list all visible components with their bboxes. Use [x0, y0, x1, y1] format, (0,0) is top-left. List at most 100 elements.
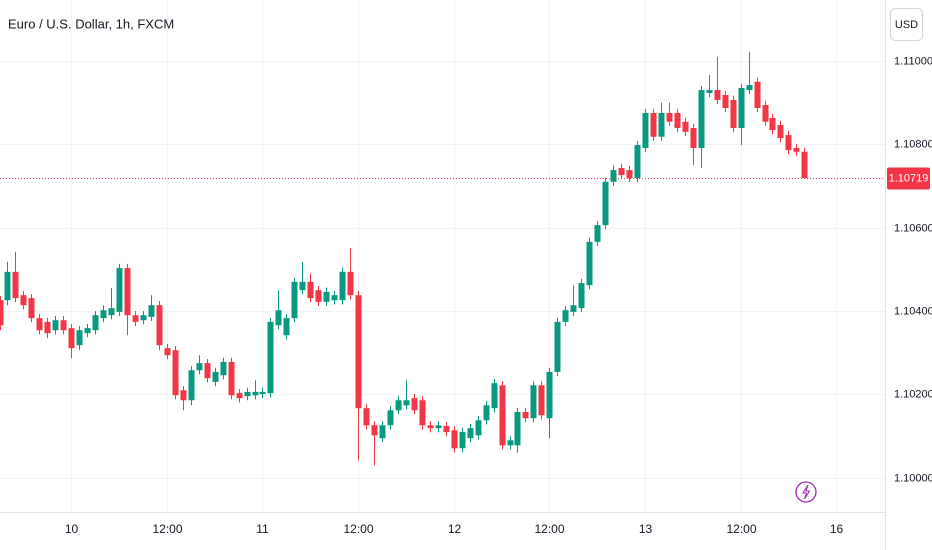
currency-button[interactable] [890, 8, 923, 41]
y-tick-label: 1.10600 [894, 222, 932, 234]
candle-body [730, 100, 737, 128]
candle-body [172, 350, 179, 396]
y-tick-label: 1.10800 [894, 138, 932, 150]
candle-body [108, 308, 115, 316]
candle-body [291, 281, 298, 319]
candle-body [12, 271, 19, 299]
candle-body [578, 283, 585, 309]
candle-body [801, 151, 808, 179]
candle-body [68, 328, 75, 349]
candle-body [411, 398, 418, 411]
x-tick-label: 12:00 [726, 522, 756, 536]
candle-body [746, 85, 753, 91]
candle-body [307, 281, 314, 299]
candle-body [28, 298, 35, 319]
candle-body [283, 318, 290, 336]
candle-body [722, 95, 729, 108]
candle-body [164, 348, 171, 356]
candle-body [626, 170, 633, 179]
candle-body [594, 225, 601, 242]
candle-body [331, 295, 338, 301]
candle-body [451, 430, 458, 449]
candle-body [706, 90, 713, 93]
candle-body [666, 112, 673, 122]
x-tick-label: 11 [256, 522, 269, 536]
event-icon[interactable] [795, 481, 817, 503]
candle-body [156, 305, 163, 346]
candle-body [546, 371, 553, 419]
candle-body [244, 391, 251, 397]
candle-body [658, 112, 665, 137]
y-tick-label: 1.11000 [894, 55, 932, 67]
candle-body [738, 87, 745, 128]
candle-body [395, 400, 402, 411]
x-tick-label: 12:00 [343, 522, 373, 536]
candle-body [530, 385, 537, 419]
candle-body [634, 145, 641, 179]
candle-body [570, 305, 577, 312]
candle-body [427, 425, 434, 429]
candle-body [60, 320, 67, 331]
candle-body [180, 390, 187, 401]
candle-body [698, 90, 705, 149]
candle-body [132, 315, 139, 322]
candle-body [259, 391, 266, 395]
candle-body [785, 135, 792, 151]
candle-body [754, 81, 761, 108]
candle-body [443, 426, 450, 432]
last-price-label: 1.10719 [889, 172, 929, 184]
candle-body [148, 305, 155, 317]
x-tick-label: 13 [639, 522, 653, 536]
chart-title: Euro / U.S. Dollar, 1h, FXCM [8, 16, 174, 31]
candle-body [777, 125, 784, 139]
candle-body [116, 268, 123, 312]
candle-body [435, 425, 442, 429]
candle-body [220, 361, 227, 376]
candle-body [674, 112, 681, 128]
x-tick-label: 12:00 [152, 522, 182, 536]
candle-body [459, 431, 466, 449]
y-tick-label: 1.10200 [894, 388, 932, 400]
candle-body [315, 290, 322, 302]
candle-body [236, 393, 243, 399]
candle-body [522, 411, 529, 419]
candle-body [339, 271, 346, 301]
x-tick-label: 12 [448, 522, 462, 536]
candle-body [44, 321, 51, 334]
candle-body [554, 321, 561, 372]
candle-body [483, 405, 490, 421]
candle-body [347, 271, 354, 296]
candle-body [76, 330, 83, 346]
candle-body [618, 168, 625, 176]
candle-body [762, 105, 769, 122]
lightning-icon [802, 484, 811, 500]
x-tick-label: 16 [830, 522, 844, 536]
candles [0, 51, 808, 466]
candle-body [562, 310, 569, 322]
candle-body [371, 425, 378, 436]
candle-body [188, 370, 195, 401]
candle-body [84, 328, 91, 334]
candle-body [499, 385, 506, 446]
candle-body [355, 295, 362, 409]
x-tick-label: 12:00 [534, 522, 564, 536]
candle-body [20, 295, 27, 306]
candle-body [514, 411, 521, 446]
candle-body [228, 361, 235, 396]
candle-body [642, 112, 649, 149]
candle-body [299, 281, 306, 291]
candle-body [0, 300, 4, 326]
candle-body [92, 315, 99, 331]
candle-body [467, 428, 474, 439]
candle-body [714, 90, 721, 101]
candle-body [387, 410, 394, 426]
y-tick-label: 1.10400 [894, 305, 932, 317]
x-tick-label: 10 [65, 522, 79, 536]
candle-body [419, 400, 426, 426]
candle-body [682, 121, 689, 132]
currency-label[interactable]: USD [895, 19, 918, 31]
candle-body [610, 170, 617, 182]
candle-body [52, 320, 59, 331]
